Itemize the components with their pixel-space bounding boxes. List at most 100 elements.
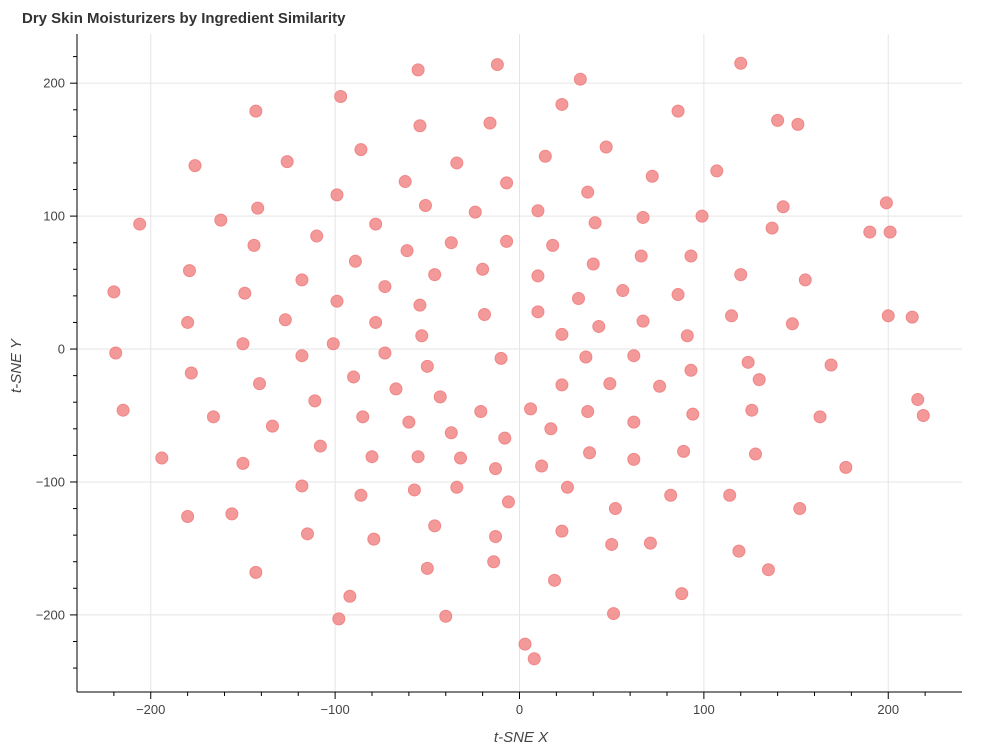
data-point[interactable] bbox=[573, 72, 587, 86]
data-point[interactable] bbox=[444, 236, 458, 250]
data-point[interactable] bbox=[680, 329, 694, 343]
data-point[interactable] bbox=[675, 587, 689, 601]
data-point[interactable] bbox=[725, 309, 739, 323]
data-point[interactable] bbox=[450, 480, 464, 494]
data-point[interactable] bbox=[413, 119, 427, 133]
data-point[interactable] bbox=[671, 104, 685, 118]
data-point[interactable] bbox=[477, 307, 491, 321]
data-point[interactable] bbox=[181, 315, 195, 329]
data-point[interactable] bbox=[265, 419, 279, 433]
data-point[interactable] bbox=[627, 415, 641, 429]
data-point[interactable] bbox=[411, 450, 425, 464]
data-point[interactable] bbox=[251, 201, 265, 215]
data-point[interactable] bbox=[214, 213, 228, 227]
data-point[interactable] bbox=[450, 156, 464, 170]
data-point[interactable] bbox=[501, 495, 515, 509]
data-point[interactable] bbox=[793, 502, 807, 516]
data-point[interactable] bbox=[824, 358, 838, 372]
data-point[interactable] bbox=[280, 155, 294, 169]
data-point[interactable] bbox=[863, 225, 877, 239]
data-point[interactable] bbox=[378, 346, 392, 360]
data-point[interactable] bbox=[785, 317, 799, 331]
data-point[interactable] bbox=[367, 532, 381, 546]
data-point[interactable] bbox=[555, 378, 569, 392]
data-point[interactable] bbox=[310, 229, 324, 243]
data-point[interactable] bbox=[468, 205, 482, 219]
data-point[interactable] bbox=[905, 310, 919, 324]
data-point[interactable] bbox=[133, 217, 147, 231]
data-point[interactable] bbox=[249, 565, 263, 579]
data-point[interactable] bbox=[494, 351, 508, 365]
data-point[interactable] bbox=[636, 210, 650, 224]
data-point[interactable] bbox=[634, 249, 648, 263]
data-point[interactable] bbox=[354, 143, 368, 157]
data-point[interactable] bbox=[798, 273, 812, 287]
data-point[interactable] bbox=[686, 407, 700, 421]
data-point[interactable] bbox=[616, 284, 630, 298]
data-point[interactable] bbox=[489, 529, 503, 543]
data-point[interactable] bbox=[369, 217, 383, 231]
data-point[interactable] bbox=[278, 313, 292, 327]
data-point[interactable] bbox=[184, 366, 198, 380]
data-point[interactable] bbox=[636, 314, 650, 328]
data-point[interactable] bbox=[300, 527, 314, 541]
data-point[interactable] bbox=[734, 56, 748, 70]
data-point[interactable] bbox=[749, 447, 762, 461]
data-point[interactable] bbox=[155, 451, 169, 465]
data-point[interactable] bbox=[378, 280, 392, 294]
data-point[interactable] bbox=[107, 285, 121, 299]
data-point[interactable] bbox=[627, 452, 641, 466]
data-point[interactable] bbox=[560, 480, 574, 494]
data-point[interactable] bbox=[664, 488, 678, 502]
data-point[interactable] bbox=[428, 268, 442, 282]
data-point[interactable] bbox=[402, 415, 416, 429]
data-point[interactable] bbox=[839, 460, 853, 474]
data-point[interactable] bbox=[356, 410, 370, 424]
data-point[interactable] bbox=[555, 524, 569, 538]
data-point[interactable] bbox=[583, 446, 597, 460]
data-point[interactable] bbox=[116, 403, 130, 417]
data-point[interactable] bbox=[236, 337, 250, 351]
data-point[interactable] bbox=[599, 140, 613, 154]
data-point[interactable] bbox=[489, 462, 503, 476]
data-point[interactable] bbox=[586, 257, 600, 271]
data-point[interactable] bbox=[572, 292, 585, 306]
data-point[interactable] bbox=[348, 254, 362, 268]
data-point[interactable] bbox=[188, 159, 202, 173]
data-point[interactable] bbox=[398, 175, 412, 189]
data-point[interactable] bbox=[236, 456, 250, 470]
data-point[interactable] bbox=[369, 315, 383, 329]
data-point[interactable] bbox=[433, 390, 447, 404]
data-point[interactable] bbox=[684, 249, 698, 263]
data-point[interactable] bbox=[605, 537, 619, 551]
data-point[interactable] bbox=[732, 544, 746, 558]
data-point[interactable] bbox=[531, 269, 545, 283]
data-point[interactable] bbox=[531, 305, 545, 319]
data-point[interactable] bbox=[546, 238, 560, 252]
data-point[interactable] bbox=[206, 410, 220, 424]
data-point[interactable] bbox=[813, 410, 827, 424]
data-point[interactable] bbox=[608, 502, 622, 516]
data-point[interactable] bbox=[524, 402, 538, 416]
data-point[interactable] bbox=[247, 238, 261, 252]
data-point[interactable] bbox=[723, 488, 737, 502]
data-point[interactable] bbox=[330, 188, 344, 202]
data-point[interactable] bbox=[487, 555, 501, 569]
data-point[interactable] bbox=[295, 273, 309, 287]
data-point[interactable] bbox=[627, 349, 641, 363]
data-point[interactable] bbox=[330, 294, 344, 308]
data-point[interactable] bbox=[313, 439, 327, 453]
data-point[interactable] bbox=[444, 426, 458, 440]
data-point[interactable] bbox=[332, 612, 346, 626]
data-point[interactable] bbox=[249, 104, 263, 118]
data-point[interactable] bbox=[881, 309, 895, 323]
data-point[interactable] bbox=[741, 355, 755, 369]
data-point[interactable] bbox=[765, 221, 779, 235]
data-point[interactable] bbox=[182, 264, 196, 278]
data-point[interactable] bbox=[883, 225, 897, 239]
data-point[interactable] bbox=[734, 268, 748, 282]
data-point[interactable] bbox=[253, 377, 267, 391]
data-point[interactable] bbox=[607, 607, 621, 621]
data-point[interactable] bbox=[420, 359, 434, 373]
data-point[interactable] bbox=[407, 483, 421, 497]
